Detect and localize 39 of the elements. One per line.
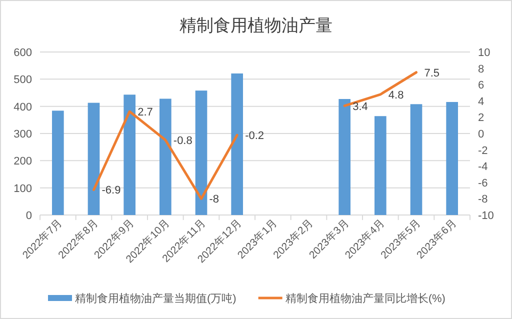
data-label: -6.9 [102,184,121,197]
data-label: -0.8 [173,135,192,148]
bar [52,110,64,215]
y-tick-label: 600 [14,47,32,59]
bar [195,90,208,215]
y-tick-label: 0 [26,210,32,222]
data-label: -8 [209,194,220,206]
data-label: 3.4 [352,100,368,113]
y-tick-label: 400 [14,101,32,114]
y2-tick-label: 8 [478,63,484,76]
y2-tick-label: -10 [478,210,494,222]
bar [446,102,458,215]
y-tick-label: 300 [14,128,32,140]
y2-tick-label: 6 [478,80,484,92]
bar [338,99,350,215]
y2-tick-label: 2 [478,112,484,124]
legend-label: 精制食用植物油产量同比增长(%) [285,292,446,305]
y2-tick-label: -6 [478,177,488,190]
y2-tick-label: -4 [478,161,488,174]
y2-tick-label: 10 [478,47,490,59]
bar [374,116,386,215]
y2-tick-label: -2 [478,144,488,157]
bar [124,94,136,215]
data-label: -0.2 [245,130,264,142]
legend-label: 精制食用植物油产量当期值(万吨) [75,292,236,305]
y2-tick-label: 4 [478,96,484,108]
y-tick-label: 500 [14,74,32,86]
y2-tick-label: 0 [478,128,484,140]
y2-tick-label: -8 [478,194,488,206]
bar [160,98,172,215]
y-tick-label: 100 [14,182,32,195]
y-tick-label: 200 [14,156,32,168]
data-label: 4.8 [388,89,404,102]
data-label: 2.7 [138,106,153,118]
data-label: 7.5 [424,67,440,80]
chart-title: 精制食用植物油产量 [180,16,332,35]
bar [410,104,422,215]
bar [88,102,100,215]
bar [231,73,243,215]
